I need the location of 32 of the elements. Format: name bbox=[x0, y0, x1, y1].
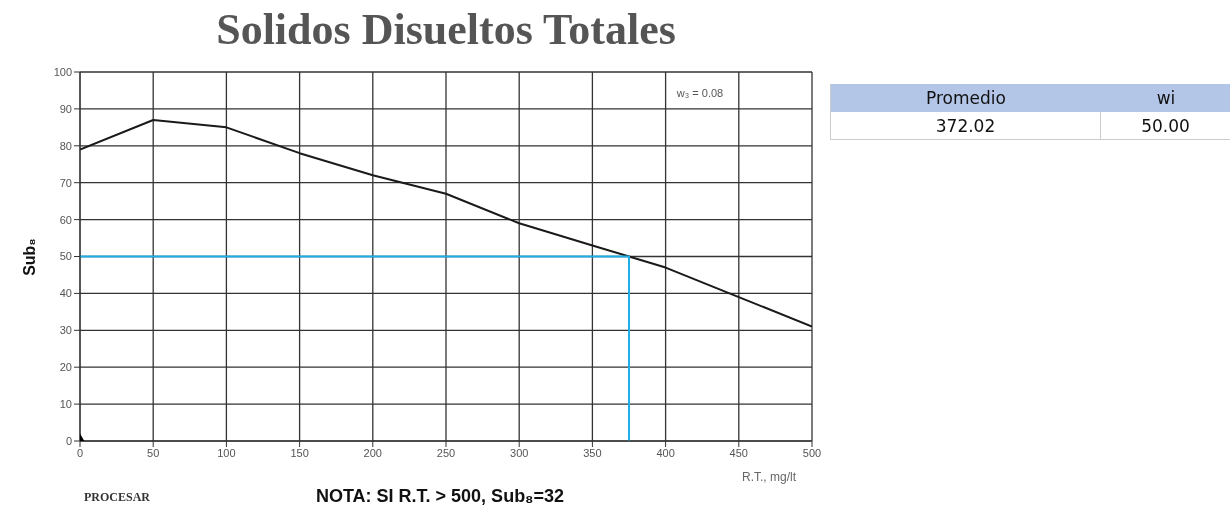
text: PROCESAR bbox=[83, 490, 151, 505]
x-tick-label: 400 bbox=[656, 446, 675, 459]
y-tick-label: 40 bbox=[59, 287, 72, 300]
y-tick-label: 70 bbox=[59, 176, 72, 189]
text: Promedio bbox=[831, 84, 1101, 112]
annotation: w₃ = 0.08 bbox=[672, 87, 728, 99]
y-tick-label: 10 bbox=[59, 398, 72, 411]
y-tick-label: 90 bbox=[59, 102, 72, 115]
text: NOTA: SI R.T. > 500, Sub₈=32 bbox=[314, 486, 566, 507]
x-tick-label: 250 bbox=[436, 446, 456, 459]
x-axis-title: R.T., mg/lt bbox=[742, 470, 797, 484]
y-axis-title: Sub₈ bbox=[21, 238, 39, 276]
text: 50.00 bbox=[1101, 112, 1230, 140]
x-tick-label: 100 bbox=[217, 446, 236, 459]
y-tick-label: 50 bbox=[59, 250, 72, 263]
y-tick-label: 30 bbox=[59, 324, 72, 337]
y-tick-label: 60 bbox=[59, 213, 72, 226]
x-tick-label: 50 bbox=[147, 446, 160, 459]
x-tick-label: 500 bbox=[802, 446, 822, 459]
x-tick-label: 0 bbox=[76, 446, 84, 459]
text: wi bbox=[1101, 84, 1230, 112]
x-tick-label: 150 bbox=[290, 446, 309, 459]
y-tick-label: 0 bbox=[65, 434, 72, 447]
chart-title: Solidos Disueltos Totales bbox=[215, 4, 677, 55]
x-tick-label: 450 bbox=[729, 446, 748, 459]
x-tick-label: 200 bbox=[363, 446, 382, 459]
y-tick-label: 100 bbox=[53, 65, 72, 78]
x-tick-label: 300 bbox=[510, 446, 529, 459]
text: 372.02 bbox=[831, 112, 1101, 140]
y-tick-label: 20 bbox=[59, 361, 72, 374]
y-tick-label: 80 bbox=[59, 139, 72, 152]
x-tick-label: 350 bbox=[583, 446, 602, 459]
